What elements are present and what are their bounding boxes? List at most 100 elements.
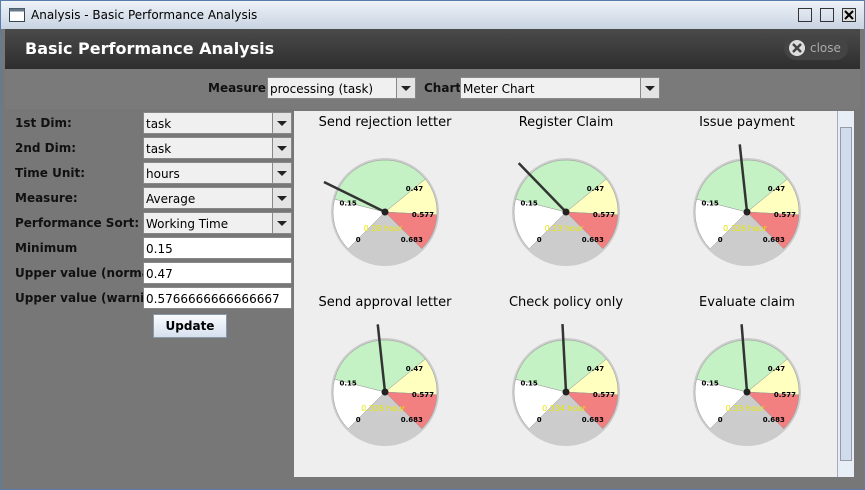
dial-tick-label: 0.683 [763, 416, 785, 424]
close-icon [789, 40, 805, 56]
close-button[interactable]: close [784, 36, 848, 60]
combo-box[interactable]: task [143, 137, 292, 159]
dial-tick-label: 0 [537, 416, 542, 424]
field-label: Time Unit: [15, 166, 86, 180]
dial-tick-label: 0.577 [774, 391, 796, 399]
dial-tick-label: 0.15 [702, 380, 719, 388]
dial-band [334, 339, 426, 393]
field-value: task [146, 142, 172, 156]
dial-tick-label: 0.577 [774, 211, 796, 219]
field-label: 1st Dim: [15, 116, 72, 130]
chart-value: Meter Chart [463, 82, 535, 96]
field-label: Performance Sort: [15, 216, 140, 230]
dial-band [515, 339, 607, 393]
needle-pivot [743, 208, 751, 216]
dial-band [694, 378, 748, 430]
dial-tick-label: 0.15 [521, 380, 538, 388]
combo-arrow [272, 188, 291, 208]
field-value: task [146, 117, 172, 131]
chart-label: Chart [424, 81, 462, 95]
dial-tick-label: 0.683 [582, 236, 604, 244]
gauge-title: Check policy only [509, 295, 623, 310]
value-label: 0.33 hour [726, 404, 765, 413]
toolbar: Measure: processing (task) Chart Meter C… [5, 69, 860, 109]
needle-pivot [743, 388, 751, 396]
dial-band [746, 391, 800, 430]
combo-box[interactable]: hours [143, 162, 292, 184]
field-value: hours [146, 167, 180, 181]
dial-tick-label: 0.577 [593, 391, 615, 399]
dial-tick-label: 0.577 [593, 211, 615, 219]
dial-tick-label: 0.577 [412, 391, 434, 399]
dial-tick-label: 0.15 [702, 200, 719, 208]
combo-arrow [272, 113, 291, 133]
dial-tick-label: 0.683 [582, 416, 604, 424]
dial-tick-label: 0 [537, 236, 542, 244]
close-text: close [810, 41, 841, 55]
window-title: Analysis - Basic Performance Analysis [31, 8, 258, 22]
dial-tick-label: 0.15 [521, 200, 538, 208]
gauge-title: Evaluate claim [699, 295, 795, 310]
dial-tick-label: 0.47 [587, 185, 604, 193]
measure-combo[interactable]: processing (task) [267, 77, 416, 99]
dial-tick-label: 0.683 [401, 236, 423, 244]
dial-tick-label: 0 [718, 416, 723, 424]
combo-box[interactable]: task [143, 112, 292, 134]
chart-combo[interactable]: Meter Chart [460, 77, 660, 99]
dial-tick-label: 0 [718, 236, 723, 244]
scrollbar[interactable] [837, 111, 854, 477]
dial-tick-label: 0.47 [768, 185, 785, 193]
dial-band [565, 211, 619, 250]
header-title: Basic Performance Analysis [25, 39, 275, 58]
dial-tick-label: 0 [356, 416, 361, 424]
needle [740, 324, 749, 393]
dial-tick-label: 0.47 [406, 185, 423, 193]
gauge-title: Send rejection letter [319, 115, 453, 130]
app-icon [9, 8, 25, 22]
field-label: Minimum [15, 241, 78, 255]
dial-band [513, 198, 567, 250]
dial-tick-label: 0.683 [763, 236, 785, 244]
update-button[interactable]: Update [153, 314, 227, 338]
dial-tick-label: 0.683 [401, 416, 423, 424]
needle-pivot [381, 208, 389, 216]
combo-box[interactable]: Average [143, 187, 292, 209]
text-field[interactable]: 0.47 [143, 262, 292, 284]
needle [376, 324, 387, 393]
value-label: 0.326 hour [361, 404, 405, 413]
value-label: 0.18 hour [364, 224, 403, 233]
value-label: 0.23 hour [545, 224, 584, 233]
title-bar: Analysis - Basic Performance Analysis [1, 1, 864, 29]
dial-band [332, 378, 386, 430]
needle-pivot [562, 388, 570, 396]
needle [738, 144, 749, 213]
window-buttons[interactable] [798, 8, 858, 22]
dial-band [384, 211, 438, 250]
scroll-thumb[interactable] [840, 127, 852, 461]
combo-arrow [272, 138, 291, 158]
needle-pivot [562, 208, 570, 216]
meter-charts: Send rejection letter 0 0.15 0.47 0.577 0.683… [294, 111, 837, 477]
settings-panel: Update 1st Dim: task 2nd Dim: task Time Unit… [5, 110, 293, 478]
field-label: Upper value (warning) [15, 291, 167, 305]
value-label: 0.326 hour [723, 224, 767, 233]
combo-arrow [272, 213, 291, 233]
needle [561, 324, 568, 393]
dial-band [696, 339, 788, 393]
measure-label: Measure: [208, 81, 271, 95]
dial-band [565, 391, 619, 430]
text-field[interactable]: 0.15 [143, 237, 292, 259]
measure-value: processing (task) [270, 82, 374, 96]
dial-tick-label: 0.15 [340, 200, 357, 208]
combo-box[interactable]: Working Time [143, 212, 292, 234]
dial-tick-label: 0.577 [412, 211, 434, 219]
header: Basic Performance Analysis close [5, 29, 860, 69]
value-label: 0.334 hour [542, 404, 586, 413]
dial-band [332, 198, 386, 250]
field-label: 2nd Dim: [15, 141, 77, 155]
field-value: 0.5766666666666667 [146, 292, 280, 306]
dial-band [746, 211, 800, 250]
text-field[interactable]: 0.5766666666666667 [143, 287, 292, 309]
dial-tick-label: 0.15 [340, 380, 357, 388]
